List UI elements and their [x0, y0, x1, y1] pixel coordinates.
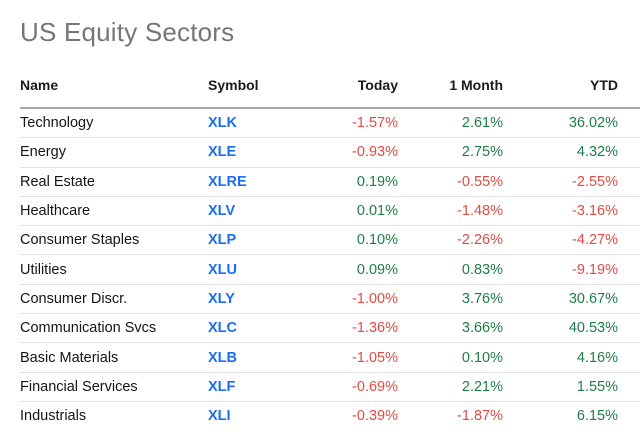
symbol-link[interactable]: XLU — [208, 254, 308, 285]
us-equity-sectors-widget: US Equity Sectors Name Symbol Today 1 Mo… — [0, 17, 640, 442]
today-change-cell: 0.10% — [308, 225, 398, 256]
table-row: Financial Services XLF -0.69% 2.21% 1.55… — [20, 372, 640, 402]
ytd-change-cell: 4.32% — [503, 137, 640, 168]
today-change-cell: -1.57% — [308, 108, 398, 139]
today-change-cell: -1.00% — [308, 284, 398, 315]
sector-name-cell: Real Estate — [20, 167, 208, 197]
column-header-today: Today — [308, 48, 398, 109]
symbol-link[interactable]: XLK — [208, 108, 308, 139]
month-change-cell: 2.75% — [398, 137, 503, 168]
sector-name-cell: Financial Services — [20, 372, 208, 402]
table-row: Basic Materials XLB -1.05% 0.10% 4.16% — [20, 342, 640, 373]
today-change-cell: 0.09% — [308, 254, 398, 285]
table-row: Consumer Staples XLP 0.10% -2.26% -4.27% — [20, 225, 640, 256]
symbol-link[interactable]: XLRE — [208, 167, 308, 197]
today-change-cell: -0.69% — [308, 372, 398, 402]
ytd-change-cell: 4.16% — [503, 342, 640, 373]
ytd-change-cell: 1.55% — [503, 372, 640, 402]
table-row: Healthcare XLV 0.01% -1.48% -3.16% — [20, 196, 640, 227]
ytd-change-cell: 6.15% — [576, 408, 618, 425]
sector-name-cell: Industrials — [20, 408, 87, 425]
today-change-cell: -1.36% — [308, 313, 398, 344]
table-body: Technology XLK -1.57% 2.61% 36.02% Energ… — [20, 108, 640, 430]
header-row: Name Symbol Today 1 Month YTD — [20, 48, 640, 109]
ytd-change-cell: -4.27% — [503, 225, 640, 256]
month-change-cell: -0.55% — [398, 167, 503, 197]
column-header-symbol: Symbol — [208, 48, 308, 109]
sector-name-cell: Utilities — [20, 254, 208, 285]
table-row: Utilities XLU 0.09% 0.83% -9.19% — [20, 254, 640, 285]
symbol-link[interactable]: XLF — [208, 372, 308, 402]
table-row: Consumer Discr. XLY -1.00% 3.76% 30.67% — [20, 284, 640, 315]
ytd-change-cell: -2.55% — [503, 167, 640, 197]
month-change-cell: 2.61% — [398, 108, 503, 139]
symbol-link[interactable]: XLP — [208, 225, 308, 256]
today-change-cell: 0.01% — [308, 196, 398, 227]
ytd-change-cell: 30.67% — [503, 284, 640, 315]
column-header-1-month: 1 Month — [398, 48, 503, 109]
month-change-cell: 3.66% — [398, 313, 503, 344]
today-change-cell: 0.19% — [308, 167, 398, 197]
table-row: Technology XLK -1.57% 2.61% 36.02% — [20, 108, 640, 139]
month-change-cell: -1.48% — [398, 196, 503, 227]
ytd-change-cell: 40.53% — [503, 313, 640, 344]
ytd-change-cell: 36.02% — [503, 108, 640, 139]
sectors-table: Name Symbol Today 1 Month YTD Technology… — [20, 48, 640, 430]
table-header: Name Symbol Today 1 Month YTD — [20, 48, 640, 109]
table-row: Energy XLE -0.93% 2.75% 4.32% — [20, 137, 640, 168]
month-change-cell: 3.76% — [398, 284, 503, 315]
sector-name-cell: Consumer Staples — [20, 225, 208, 256]
month-change-cell: 0.10% — [398, 342, 503, 373]
table-row: Industrials XLI -0.39% -1.87% 6.15% — [20, 401, 640, 430]
month-change-cell: -1.87% — [457, 408, 503, 425]
symbol-link[interactable]: XLE — [208, 137, 308, 168]
column-header-name: Name — [20, 48, 208, 109]
page-title: US Equity Sectors — [20, 17, 235, 47]
symbol-link[interactable]: XLV — [208, 196, 308, 227]
symbol-link[interactable]: XLB — [208, 342, 308, 373]
table-row: Communication Svcs XLC -1.36% 3.66% 40.5… — [20, 313, 640, 344]
ytd-change-cell: -9.19% — [503, 254, 640, 285]
sector-name-cell: Energy — [20, 137, 208, 168]
symbol-link[interactable]: XLI — [208, 408, 231, 425]
today-change-cell: -0.39% — [352, 408, 398, 425]
sector-name-cell: Communication Svcs — [20, 313, 208, 344]
today-change-cell: -1.05% — [308, 342, 398, 373]
symbol-link[interactable]: XLC — [208, 313, 308, 344]
sector-name-cell: Healthcare — [20, 196, 208, 227]
month-change-cell: -2.26% — [398, 225, 503, 256]
column-header-ytd: YTD — [503, 48, 640, 109]
sector-name-cell: Basic Materials — [20, 342, 208, 373]
sector-name-cell: Technology — [20, 108, 208, 139]
month-change-cell: 0.83% — [398, 254, 503, 285]
today-change-cell: -0.93% — [308, 137, 398, 168]
month-change-cell: 2.21% — [398, 372, 503, 402]
sector-name-cell: Consumer Discr. — [20, 284, 208, 315]
ytd-change-cell: -3.16% — [503, 196, 640, 227]
symbol-link[interactable]: XLY — [208, 284, 308, 315]
table-row: Real Estate XLRE 0.19% -0.55% -2.55% — [20, 167, 640, 197]
